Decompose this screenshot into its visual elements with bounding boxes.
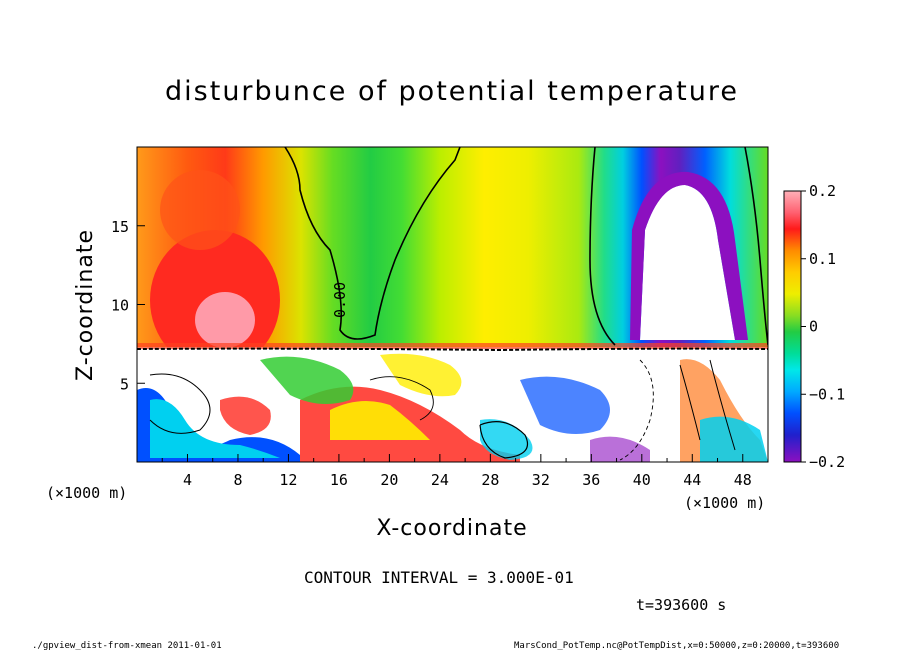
x-tick-label: 16 bbox=[330, 471, 348, 489]
y-tick-label: 5 bbox=[120, 375, 129, 393]
x-axis-unit-left: (×1000 m) bbox=[46, 484, 128, 502]
x-tick-label: 36 bbox=[582, 471, 600, 489]
colorbar-tick-label: 0.1 bbox=[809, 250, 836, 268]
colorbar-tick-label: −0.1 bbox=[809, 385, 845, 403]
y-axis: 5 10 15 bbox=[111, 218, 145, 393]
chart-title: disturbunce of potential temperature bbox=[165, 76, 739, 107]
x-tick-label: 24 bbox=[431, 471, 449, 489]
x-tick-label: 40 bbox=[633, 471, 651, 489]
x-tick-label: 32 bbox=[532, 471, 550, 489]
x-axis-unit-right: (×1000 m) bbox=[684, 494, 766, 512]
y-tick-label: 15 bbox=[111, 218, 129, 236]
y-axis-label: Z-coordinate bbox=[73, 229, 98, 381]
x-tick-label: 4 bbox=[183, 471, 192, 489]
footer-script-info: ./gpview_dist-from-xmean 2011-01-01 bbox=[32, 641, 222, 651]
footer-data-source: MarsCond_PotTemp.nc@PotTempDist,x=0:5000… bbox=[514, 641, 840, 651]
x-axis-label: X-coordinate bbox=[376, 516, 527, 541]
x-tick-label: 20 bbox=[380, 471, 398, 489]
contour-label: 0.00 bbox=[331, 282, 349, 318]
contour-field bbox=[137, 147, 768, 462]
x-tick-label: 12 bbox=[279, 471, 297, 489]
colorbar-ticks: 0.2 0.1 0 −0.1 −0.2 bbox=[801, 182, 845, 471]
x-tick-label: 44 bbox=[683, 471, 701, 489]
y-tick-label: 10 bbox=[111, 297, 129, 315]
x-tick-label: 8 bbox=[233, 471, 242, 489]
time-stamp: t=393600 s bbox=[636, 596, 727, 614]
x-tick-label: 48 bbox=[734, 471, 752, 489]
colorbar bbox=[783, 190, 802, 463]
colorbar-tick-label: 0 bbox=[809, 318, 818, 336]
x-tick-label: 28 bbox=[481, 471, 499, 489]
x-axis: 4 8 12 16 20 24 28 32 36 40 44 48 bbox=[161, 454, 752, 489]
colorbar-tick-label: 0.2 bbox=[809, 182, 836, 200]
colorbar-tick-label: −0.2 bbox=[809, 453, 845, 471]
contour-interval-text: CONTOUR INTERVAL = 3.000E-01 bbox=[304, 568, 574, 587]
